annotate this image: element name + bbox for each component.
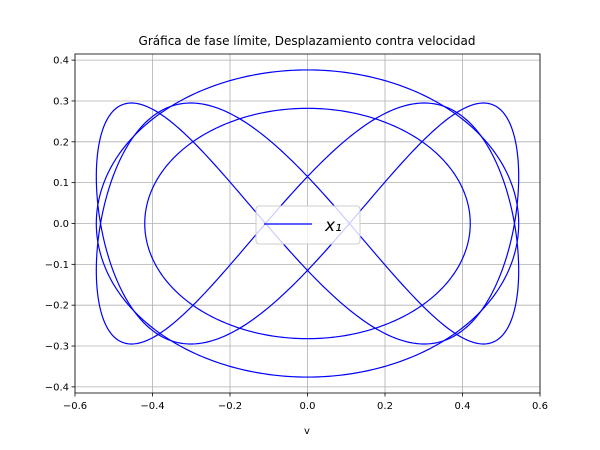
x-tick-label: −0.2 xyxy=(218,401,242,412)
y-tick-label: −0.1 xyxy=(45,260,69,271)
y-tick-label: 0.2 xyxy=(53,137,69,148)
y-axis-ticks: −0.4 −0.3 −0.2 −0.1 0.0 0.1 0.2 0.3 0.4 xyxy=(45,56,75,393)
x-tick-label: −0.6 xyxy=(63,401,87,412)
phase-curve xyxy=(95,69,520,378)
y-tick-label: −0.2 xyxy=(45,301,69,312)
y-tick-label: 0.3 xyxy=(53,96,69,107)
x-tick-label: 0.4 xyxy=(455,401,471,412)
x-axis-ticks: −0.6 −0.4 −0.2 0.0 0.2 0.4 0.6 xyxy=(63,393,548,412)
x-axis-label: v xyxy=(304,426,310,437)
phase-curve xyxy=(95,102,520,345)
chart-title: Gráfica de fase límite, Desplazamiento c… xyxy=(139,34,476,48)
y-tick-label: −0.3 xyxy=(45,342,69,353)
y-tick-label: 0.0 xyxy=(53,219,69,230)
x-tick-label: 0.2 xyxy=(377,401,393,412)
x-tick-label: 0.6 xyxy=(532,401,548,412)
x-tick-label: −0.4 xyxy=(140,401,164,412)
y-tick-label: 0.4 xyxy=(53,56,69,67)
legend-box xyxy=(255,205,361,245)
phase-curve xyxy=(95,102,520,345)
plot-curves xyxy=(95,69,520,378)
phase-curve xyxy=(144,107,471,340)
grid-lines xyxy=(74,54,541,393)
y-tick-label: 0.1 xyxy=(53,178,69,189)
legend: x₁ xyxy=(255,205,361,245)
legend-label: x₁ xyxy=(324,216,342,236)
x-tick-label: 0.0 xyxy=(300,401,316,412)
y-tick-label: −0.4 xyxy=(45,382,69,393)
